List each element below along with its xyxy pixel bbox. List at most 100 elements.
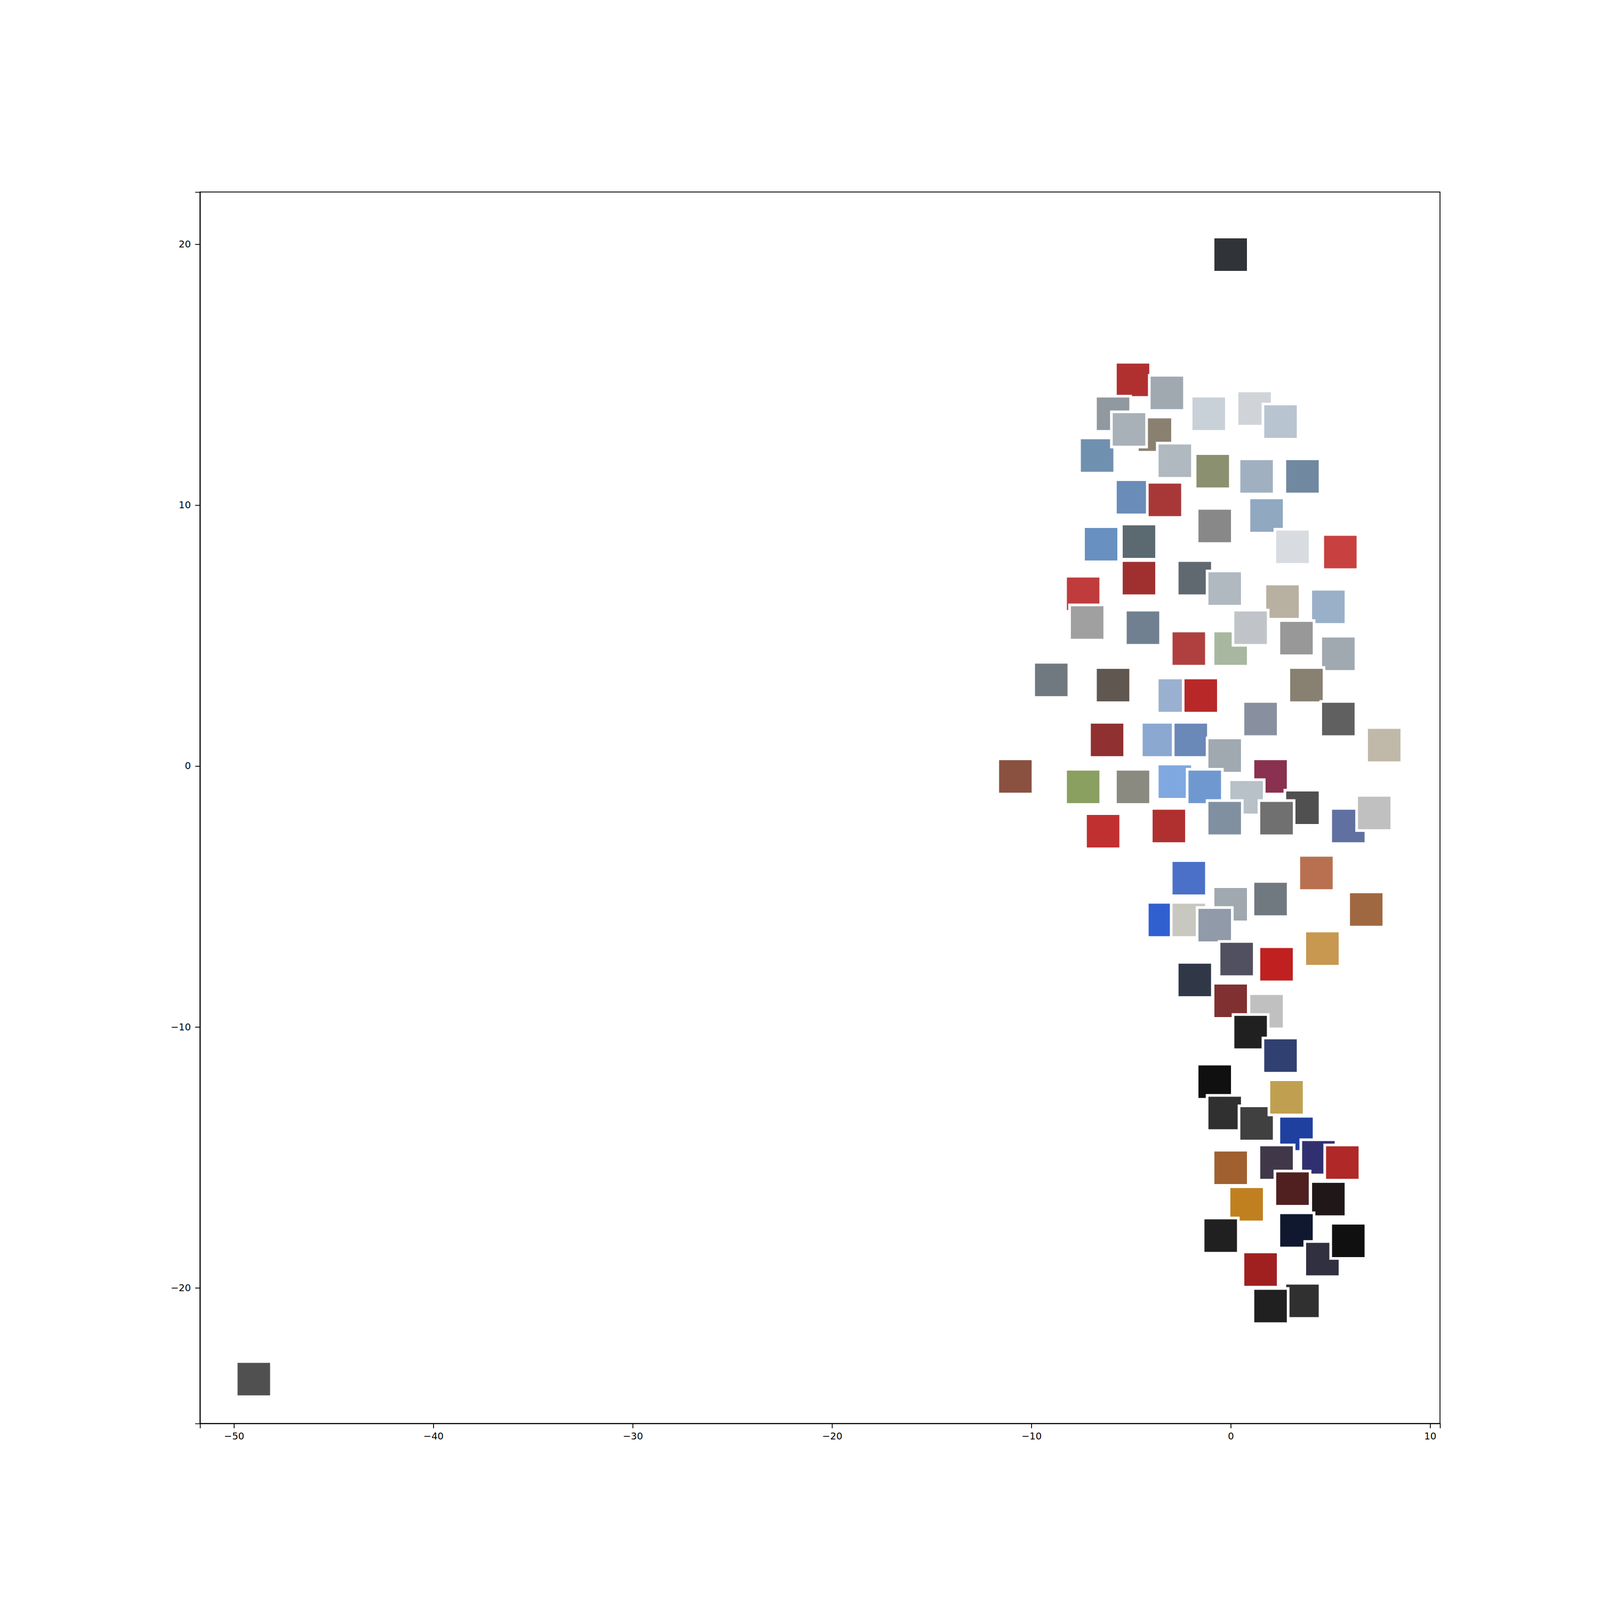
thumbnail-point	[1310, 1181, 1347, 1217]
thumbnail-point	[1289, 667, 1325, 703]
thumbnail-point	[1356, 795, 1392, 831]
thumbnail-point	[1033, 662, 1069, 698]
tick: 0	[1227, 1423, 1234, 1442]
thumbnail-point	[1219, 941, 1255, 977]
thumbnail-point	[1274, 529, 1310, 565]
thumbnail-point	[1228, 1186, 1264, 1222]
thumbnail-point	[1206, 571, 1243, 607]
tick-label: −20	[821, 1430, 843, 1442]
thumbnail-point	[1304, 931, 1340, 967]
points	[236, 236, 1402, 1397]
tick-mark	[195, 1287, 200, 1289]
thumbnail-point	[1069, 604, 1105, 640]
thumbnail-point	[1262, 1037, 1299, 1074]
thumbnail-point	[1151, 808, 1187, 844]
tick: 10	[178, 499, 200, 511]
thumbnail-point	[1147, 482, 1183, 518]
thumbnail-point	[1111, 411, 1147, 447]
thumbnail-point	[1243, 1251, 1279, 1287]
axis-line	[200, 1424, 1441, 1429]
tick-label: 10	[178, 499, 191, 511]
thumbnail-point	[1206, 800, 1243, 836]
thumbnail-point	[1083, 526, 1119, 562]
thumbnail-point	[1330, 1223, 1366, 1259]
tick-mark	[195, 244, 200, 246]
tick: −30	[622, 1423, 644, 1442]
thumbnail-point	[1115, 479, 1151, 515]
axis-line	[195, 192, 201, 1424]
chart: −50 −40 −30 −20 −10 0 10 −20 −10 0 10 20	[0, 0, 1600, 1600]
tick-label: −10	[170, 1021, 191, 1033]
thumbnail-point	[1089, 722, 1125, 758]
thumbnail-point	[1115, 769, 1151, 805]
thumbnail-point	[1252, 1288, 1288, 1324]
thumbnail-point	[1197, 1064, 1233, 1100]
tick: 0	[185, 760, 200, 772]
tick: −20	[821, 1423, 843, 1442]
tick-label: 0	[185, 760, 191, 772]
thumbnail-point	[997, 758, 1034, 795]
thumbnail-point	[1213, 983, 1249, 1019]
tick-label: 0	[1227, 1430, 1234, 1442]
tick: −10	[170, 1021, 200, 1033]
y-axis: −20 −10 0 10 20	[170, 192, 201, 1424]
thumbnail-point	[1213, 1150, 1249, 1186]
thumbnail-point	[1121, 524, 1157, 560]
thumbnail-point	[1258, 800, 1294, 836]
thumbnail-point	[1177, 962, 1213, 998]
thumbnail-point	[1197, 508, 1233, 544]
thumbnail-point	[1085, 813, 1121, 850]
thumbnail-point	[1206, 738, 1243, 774]
thumbnail-point	[1243, 701, 1279, 737]
tick-mark	[233, 1423, 235, 1429]
thumbnail-point	[1171, 630, 1207, 667]
thumbnail-point	[1065, 769, 1101, 805]
tick-mark	[433, 1423, 435, 1429]
plot-frame	[200, 192, 1440, 1424]
tick-mark	[195, 505, 200, 507]
thumbnail-point	[1190, 396, 1227, 432]
thumbnail-point	[1278, 620, 1315, 656]
tick-label: −20	[170, 1282, 191, 1294]
thumbnail-point	[1249, 498, 1285, 534]
thumbnail-point	[1213, 236, 1249, 272]
tick-mark	[1429, 1423, 1431, 1429]
thumbnail-point	[236, 1361, 272, 1397]
thumbnail-point	[1348, 891, 1384, 927]
thumbnail-point	[1265, 584, 1301, 620]
thumbnail-point	[1233, 610, 1269, 646]
thumbnail-point	[1171, 860, 1207, 896]
tick: −20	[170, 1282, 200, 1294]
thumbnail-point	[1284, 458, 1320, 494]
tick: 20	[178, 238, 200, 250]
thumbnail-point	[1258, 946, 1294, 982]
thumbnail-point	[1197, 907, 1233, 943]
tick-label: 20	[178, 238, 191, 250]
thumbnail-point	[1203, 1218, 1239, 1254]
tick: −40	[423, 1423, 444, 1442]
tick-mark	[632, 1423, 634, 1429]
thumbnail-point	[1298, 855, 1334, 891]
thumbnail-point	[1157, 443, 1193, 479]
thumbnail-point	[1366, 727, 1402, 763]
thumbnail-point	[1125, 610, 1161, 646]
tick-mark	[1230, 1423, 1232, 1429]
thumbnail-point	[1182, 677, 1219, 714]
thumbnail-point	[1095, 667, 1131, 703]
thumbnail-point	[1284, 1283, 1320, 1319]
tick-label: −50	[224, 1430, 245, 1442]
tick: 10	[1424, 1423, 1437, 1442]
thumbnail-point	[1324, 1145, 1360, 1181]
tick-mark	[832, 1423, 834, 1429]
tick-mark	[195, 1026, 200, 1028]
thumbnail-point	[1187, 769, 1223, 805]
tick-label: −10	[1021, 1430, 1042, 1442]
thumbnail-point	[1121, 560, 1157, 596]
thumbnail-point	[1322, 534, 1358, 570]
thumbnail-point	[1320, 636, 1356, 672]
tick: −10	[1021, 1423, 1042, 1442]
thumbnail-point	[1173, 722, 1209, 758]
thumbnail-point	[1310, 589, 1347, 625]
thumbnail-point	[1141, 722, 1177, 758]
tick-mark	[1030, 1423, 1032, 1429]
